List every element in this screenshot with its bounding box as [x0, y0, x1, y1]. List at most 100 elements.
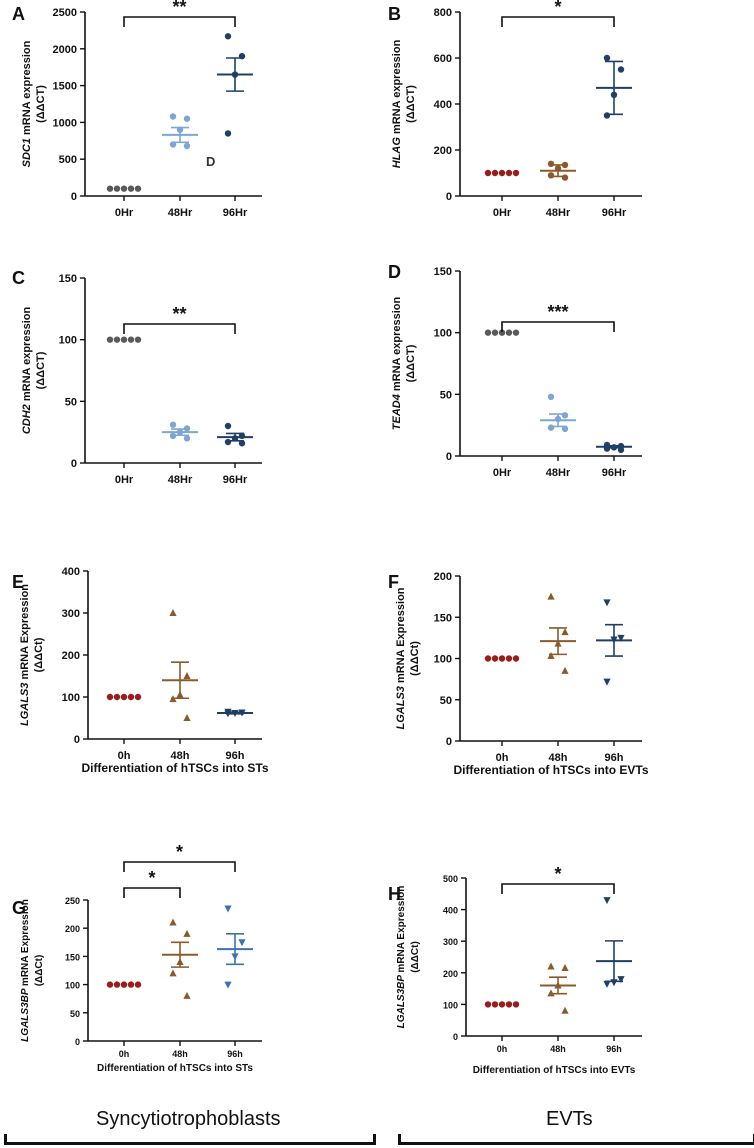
significance-bracket	[501, 16, 615, 27]
x-tick-label: 0Hr	[115, 474, 134, 486]
data-point	[106, 981, 114, 988]
significance-label: **	[172, 0, 186, 17]
y-tick-label: 100	[59, 335, 77, 347]
x-tick-label: 0h	[119, 1049, 130, 1059]
panel-annotation: D	[206, 154, 215, 169]
panel-tag-f: F	[388, 572, 399, 592]
y-axis-title: CDH2 mRNA expression	[21, 307, 33, 435]
data-point	[183, 991, 191, 999]
y-tick-label: 100	[434, 654, 452, 666]
data-point	[561, 666, 569, 674]
y-tick-label: 1500	[53, 81, 77, 93]
data-point	[547, 989, 555, 997]
y-tick-label: 600	[434, 53, 452, 65]
y-axis-gene: TEAD4	[391, 391, 403, 430]
footer-label-evts: EVTs	[546, 1108, 593, 1130]
data-point	[505, 169, 513, 177]
data-point	[120, 336, 128, 343]
data-point	[106, 185, 114, 192]
y-tick-label: 0	[446, 736, 452, 748]
y-tick-label: 0	[446, 451, 452, 463]
x-tick-label: 0h	[496, 752, 509, 764]
data-point	[512, 655, 520, 662]
data-point	[169, 918, 177, 926]
x-tick-label: 48h	[171, 750, 190, 762]
data-point	[603, 54, 611, 62]
x-axis-title: Differentiation of hTSCs into EVTs	[473, 1065, 636, 1076]
y-axis-label-rest: mRNA Expression	[396, 886, 407, 973]
y-tick-label: 150	[434, 266, 452, 278]
y-axis-title: HLAG mRNA expression	[391, 39, 403, 168]
data-point	[617, 66, 625, 73]
data-point	[106, 693, 114, 701]
x-tick-label: 48h	[550, 1044, 566, 1054]
y-axis-unit: (ΔΔCt)	[410, 941, 421, 973]
y-axis-unit: (ΔΔCt)	[409, 641, 421, 676]
y-tick-label: 0	[71, 458, 77, 470]
y-tick-label: 150	[59, 273, 77, 285]
significance-label: **	[172, 304, 186, 324]
data-point	[169, 113, 177, 120]
panel-tag-b: B	[388, 4, 401, 24]
data-point	[127, 981, 135, 988]
y-axis-unit: (ΔΔCT)	[405, 344, 417, 382]
data-point	[603, 678, 611, 686]
data-point	[169, 969, 177, 977]
x-tick-label: 0Hr	[493, 467, 512, 479]
data-point	[113, 336, 121, 343]
y-tick-label: 2500	[53, 7, 77, 19]
significance-bracket	[123, 323, 236, 334]
data-point	[127, 693, 135, 701]
data-point	[224, 422, 232, 430]
data-point	[603, 980, 611, 988]
y-axis-unit: (ΔΔCT)	[35, 85, 47, 123]
x-tick-label: 96h	[227, 1049, 243, 1059]
significance-label: *	[554, 864, 561, 884]
panel-tag-g: G	[12, 898, 26, 918]
y-tick-label: 200	[65, 924, 80, 934]
x-tick-label: 48Hr	[168, 207, 193, 219]
data-point	[224, 130, 232, 137]
y-tick-label: 100	[65, 981, 80, 991]
data-point	[505, 655, 513, 662]
x-axis-title: Differentiation of hTSCs into STs	[81, 761, 268, 775]
y-axis-label-rest: mRNA expression	[391, 296, 403, 391]
y-axis-gene: CDH2	[21, 401, 33, 434]
y-tick-label: 100	[62, 692, 80, 704]
data-point	[120, 981, 128, 988]
data-point	[113, 693, 121, 701]
y-axis-title: SDC1 mRNA expression	[21, 40, 33, 167]
footer-label-syncytiotrophoblasts: Syncytiotrophoblasts	[96, 1108, 281, 1130]
data-point	[617, 976, 625, 984]
x-tick-label: 0Hr	[493, 207, 512, 219]
y-axis-title: TEAD4 mRNA expression	[391, 296, 403, 430]
data-point	[113, 185, 121, 192]
x-tick-label: 48h	[549, 752, 568, 764]
panel-d: D 0 50 100 150 0Hr 48Hr 96Hr TEAD4 mRNA expressi…	[388, 262, 642, 479]
x-tick-label: 96Hr	[223, 207, 248, 219]
footer-bracket-syncytiotrophoblasts	[4, 1134, 376, 1145]
y-tick-label: 50	[440, 695, 452, 707]
data-point	[183, 672, 191, 679]
y-tick-label: 100	[434, 328, 452, 340]
x-tick-label: 96h	[605, 752, 624, 764]
y-axis-title: LGALS3 mRNA Expression	[19, 584, 31, 726]
y-tick-label: 1000	[53, 117, 77, 129]
y-axis-label-rest: mRNA Expression	[19, 584, 31, 680]
y-axis-label-rest: mRNA expression	[391, 39, 403, 134]
data-point	[547, 172, 555, 179]
y-tick-label: 150	[434, 612, 452, 624]
significance-label: *	[176, 842, 183, 862]
y-axis-gene: LGALS3	[19, 680, 31, 726]
data-point	[561, 412, 569, 419]
data-point	[505, 329, 513, 336]
data-point	[603, 897, 611, 905]
y-tick-label: 0	[446, 191, 452, 203]
y-axis-unit: (ΔΔCT)	[35, 351, 47, 389]
data-point	[183, 714, 191, 721]
data-point	[484, 1001, 492, 1008]
data-point	[134, 693, 142, 701]
data-point	[561, 1006, 569, 1014]
y-axis-gene: LGALS3BP	[20, 986, 31, 1042]
significance-label: *	[148, 868, 155, 888]
